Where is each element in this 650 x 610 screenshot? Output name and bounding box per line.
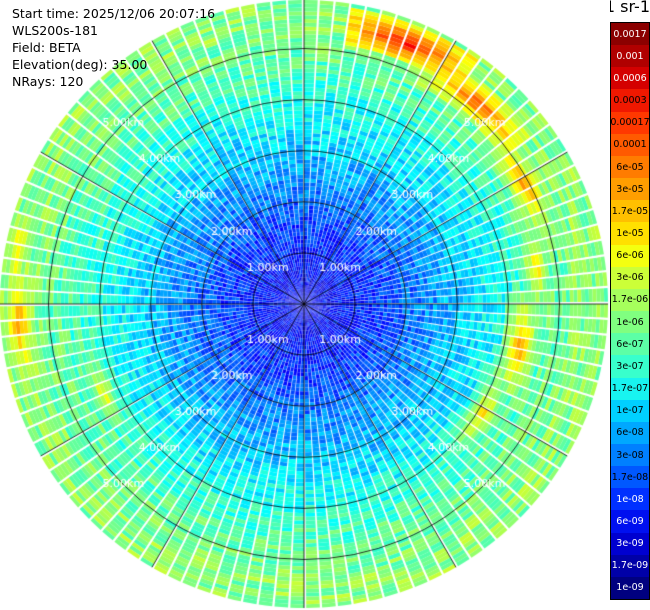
start-time-label: Start time: 2025/12/06 20:07:16 bbox=[12, 6, 216, 21]
colorbar-tick-label: 0.001 bbox=[611, 45, 649, 68]
colorbar-tick-label: 1.7e-07 bbox=[611, 377, 649, 400]
colorbar-tick-label: 0.0006 bbox=[611, 67, 649, 90]
field-label: Field: BETA bbox=[12, 40, 81, 55]
elevation-label: Elevation(deg): 35.00 bbox=[12, 57, 148, 72]
colorbar-tick-label: 1e-09 bbox=[611, 576, 649, 600]
colorbar-tick-label: 3e-06 bbox=[611, 266, 649, 289]
colorbar-tick-label: 0.0017 bbox=[611, 23, 649, 46]
colorbar-tick-label: 1e-06 bbox=[611, 311, 649, 334]
colorbar-tick-label: 3e-09 bbox=[611, 532, 649, 555]
colorbar-tick-label: 3e-07 bbox=[611, 355, 649, 378]
colorbar-tick-label: 6e-08 bbox=[611, 421, 649, 444]
colorbar-tick-label: 6e-07 bbox=[611, 333, 649, 356]
colorbar-units-title: m-1 sr-1 bbox=[610, 0, 650, 16]
colorbar-tick-label: 1.7e-09 bbox=[611, 554, 649, 577]
instrument-label: WLS200s-181 bbox=[12, 23, 98, 38]
colorbar-tick-label: 1.7e-06 bbox=[611, 288, 649, 312]
colorbar-tick-label: 6e-09 bbox=[611, 510, 649, 533]
colorbar-tick-label: 3e-05 bbox=[611, 178, 649, 201]
colorbar-tick-label: 1e-05 bbox=[611, 222, 649, 245]
colorbar-tick-label: 0.00017 bbox=[610, 111, 650, 134]
colorbar-tick-label: 6e-05 bbox=[611, 155, 649, 179]
colorbar: 0.0017 0.001 0.0006 0.0003 0.00017 0.0001 6e-0… bbox=[610, 22, 650, 600]
colorbar-tick-label: 1.7e-08 bbox=[611, 466, 649, 489]
colorbar-tick-label: 6e-06 bbox=[611, 244, 649, 267]
colorbar-tick-label: 1e-08 bbox=[611, 488, 649, 511]
nrays-label: NRays: 120 bbox=[12, 74, 84, 89]
colorbar-tick-label: 3e-08 bbox=[611, 443, 649, 467]
colorbar-tick-label: 0.0003 bbox=[611, 89, 649, 112]
colorbar-tick-label: 1e-07 bbox=[611, 399, 649, 422]
colorbar-tick-label: 0.0001 bbox=[611, 133, 649, 156]
colorbar-tick-label: 1.7e-05 bbox=[611, 200, 649, 223]
